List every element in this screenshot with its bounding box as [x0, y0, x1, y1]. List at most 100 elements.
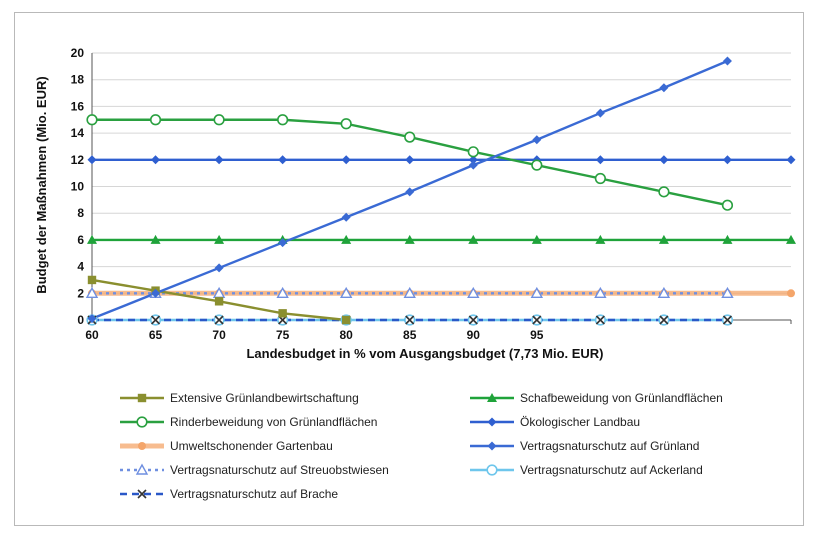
data-point: [531, 159, 543, 171]
legend-item: Vertragsnaturschutz auf Grünland: [470, 439, 699, 453]
x-tick-label: 80: [340, 328, 354, 342]
legend-swatch-marker: [487, 393, 497, 402]
data-point: [468, 155, 478, 165]
x-marker-stroke: [595, 315, 605, 325]
data-point: [149, 114, 162, 126]
legend-label: Umweltschonender Gartenbau: [170, 439, 333, 453]
x-tick-label: 90: [467, 328, 481, 342]
data-point: [150, 315, 161, 325]
legend-item: Extensive Grünlandbewirtschaftung: [120, 391, 359, 405]
x-tick-label: 65: [149, 328, 163, 342]
x-marker-stroke: [150, 315, 161, 325]
data-point: [339, 286, 353, 298]
data-point: [151, 155, 161, 165]
data-point: [85, 286, 99, 298]
legend-label: Extensive Grünlandbewirtschaftung: [170, 391, 359, 405]
data-point: [787, 289, 795, 298]
data-point: [87, 155, 97, 165]
x-marker-stroke: [137, 489, 147, 499]
data-point: [214, 234, 225, 244]
data-point: [214, 263, 224, 273]
data-point: [87, 234, 97, 244]
legend-item: Vertragsnaturschutz auf Ackerland: [470, 463, 703, 477]
y-tick-label: 14: [71, 126, 85, 140]
x-marker-stroke: [405, 315, 415, 325]
x-marker-stroke: [532, 315, 542, 325]
data-point: [786, 234, 796, 244]
data-point: [595, 234, 606, 244]
data-point: [721, 286, 734, 298]
data-point: [87, 314, 97, 324]
legend-label: Vertragsnaturschutz auf Brache: [170, 487, 338, 501]
legend-item: Vertragsnaturschutz auf Streuobstwiesen: [120, 463, 389, 477]
axes: [91, 53, 792, 324]
legend-item: Schafbeweidung von Grünlandflächen: [470, 391, 723, 405]
legend-swatch-marker: [135, 463, 149, 475]
data-point: [657, 286, 671, 298]
data-point: [721, 199, 734, 211]
y-tick-label: 6: [77, 233, 84, 247]
x-marker-stroke: [468, 315, 478, 325]
data-point: [594, 172, 606, 185]
data-point: [531, 234, 542, 244]
data-point: [214, 315, 224, 325]
series-lines: [91, 59, 791, 322]
data-point: [532, 135, 542, 145]
data-point: [214, 297, 224, 306]
data-point: [278, 309, 287, 318]
data-point: [532, 315, 542, 325]
x-axis-label: Landesbudget in % vom Ausgangsbudget (7,…: [246, 346, 603, 361]
data-point: [214, 155, 224, 165]
data-point: [213, 114, 225, 126]
x-tick-label: 85: [403, 328, 417, 342]
data-point: [403, 286, 416, 298]
x-tick-label: 75: [276, 328, 290, 342]
data-point: [595, 155, 605, 165]
data-point: [341, 234, 352, 244]
data-point: [722, 56, 732, 66]
data-point: [658, 234, 669, 244]
y-tick-label: 12: [71, 153, 85, 167]
data-point: [595, 108, 605, 118]
y-tick-label: 0: [77, 313, 84, 327]
data-point: [722, 315, 733, 325]
x-tick-label: 70: [212, 328, 226, 342]
data-point: [594, 286, 607, 298]
data-point: [595, 315, 605, 325]
data-point: [150, 234, 161, 244]
legend-label: Vertragsnaturschutz auf Grünland: [520, 439, 699, 453]
grid-lines: [92, 52, 791, 294]
legend-swatch-marker: [138, 442, 146, 450]
y-tick-label: 18: [71, 73, 85, 87]
data-point: [277, 114, 289, 126]
data-point: [659, 83, 669, 93]
data-point: [278, 155, 288, 165]
y-tick-label: 20: [71, 46, 85, 60]
legend-swatch-marker: [137, 393, 147, 403]
y-tick-label: 8: [77, 206, 84, 220]
legend-item: Rinderbeweidung von Grünlandflächen: [120, 415, 377, 429]
y-tick-label: 2: [77, 286, 84, 300]
x-tick-label: 60: [85, 328, 99, 342]
legend-swatch-marker: [136, 416, 148, 428]
data-point: [468, 160, 478, 170]
data-point: [278, 238, 288, 248]
legend: Extensive Grünlandbewirtschaftung Schafbe…: [120, 391, 723, 501]
data-point: [659, 315, 669, 325]
tick-labels: 0 2 4 6 8 10 12 14 16 18 20 60 65 70 75 80 85 90 95: [71, 46, 544, 342]
data-point: [404, 131, 416, 143]
legend-label: Rinderbeweidung von Grünlandflächen: [170, 415, 377, 429]
data-point: [341, 155, 351, 165]
data-point: [151, 288, 161, 298]
legend-swatch-marker: [487, 441, 497, 451]
legend-label: Vertragsnaturschutz auf Ackerland: [520, 463, 703, 477]
x-marker-stroke: [722, 315, 733, 325]
data-point: [530, 286, 544, 298]
legend-swatch-marker: [487, 417, 497, 427]
legend-label: Schafbeweidung von Grünlandflächen: [520, 391, 723, 405]
x-marker-stroke: [659, 315, 669, 325]
y-tick-label: 16: [71, 99, 85, 113]
x-tick-label: 95: [530, 328, 544, 342]
data-point: [467, 286, 480, 298]
